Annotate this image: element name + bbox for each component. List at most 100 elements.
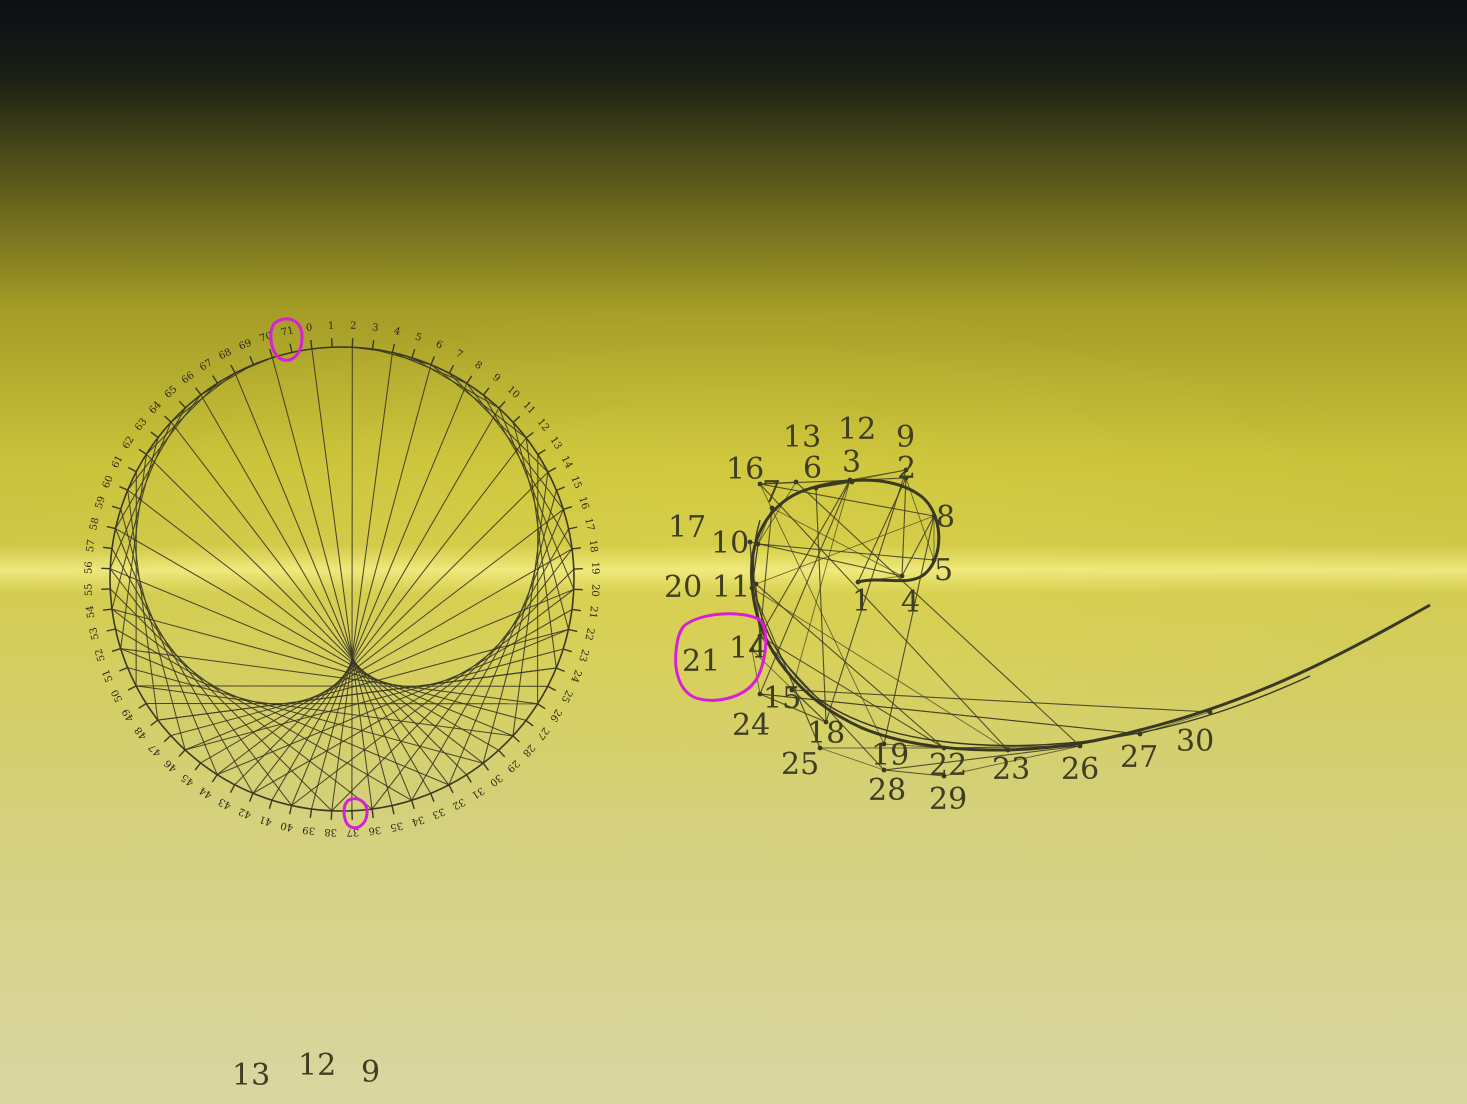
chord-line — [170, 421, 450, 786]
chord-line — [291, 383, 468, 806]
spiral-chord — [759, 693, 827, 723]
tick-mark — [229, 784, 236, 794]
spiral-chord — [759, 483, 885, 745]
tick-mark — [411, 348, 416, 359]
spiral-point — [757, 691, 763, 697]
chord-line — [120, 648, 450, 786]
spiral-chord — [943, 745, 1081, 749]
tick-label: 23 — [576, 648, 590, 663]
chord-line — [127, 489, 484, 764]
tick-mark — [571, 608, 581, 612]
tick-mark — [268, 799, 273, 810]
tick-mark — [212, 375, 219, 384]
chord-line — [252, 437, 527, 794]
tick-mark — [537, 449, 546, 456]
spiral-chord — [759, 483, 1009, 751]
spiral-label-20: 20 — [664, 570, 702, 605]
spiral-chord — [757, 481, 797, 545]
spiral-chord — [755, 583, 945, 749]
spiral-chord — [757, 543, 935, 561]
tick-mark — [571, 547, 582, 550]
chord-line — [525, 437, 557, 669]
tick-label: 40 — [280, 819, 295, 833]
tick-mark — [111, 647, 121, 652]
tick-label: 8 — [472, 359, 483, 372]
spiral-chord — [819, 747, 885, 771]
tick-mark — [525, 431, 534, 439]
chord-line — [146, 453, 467, 776]
spiral-point — [899, 573, 905, 579]
tick-mark — [465, 774, 472, 783]
tick-label: 57 — [85, 539, 98, 553]
tick-label: 60 — [101, 474, 116, 490]
spiral-envelope-strand — [752, 519, 1311, 747]
tick-mark — [371, 808, 374, 819]
tick-label: 20 — [589, 584, 601, 597]
tick-label: 55 — [83, 583, 95, 596]
chord-line — [120, 454, 147, 649]
chord-line — [310, 364, 432, 810]
spiral-chord — [791, 689, 1211, 713]
spiral-label-29: 29 — [929, 782, 967, 817]
chord-line — [109, 588, 333, 812]
tick-mark — [103, 546, 113, 550]
tick-mark — [563, 506, 573, 511]
tick-label: 35 — [389, 819, 404, 832]
spiral-chord — [791, 479, 851, 691]
chord-line — [120, 508, 186, 751]
spiral-chord — [883, 743, 945, 749]
chord-line — [234, 471, 549, 786]
tick-label: 5 — [414, 332, 423, 344]
spiral-chord — [857, 575, 903, 583]
tick-mark — [498, 749, 506, 758]
tick-mark — [429, 793, 435, 802]
chord-line — [184, 648, 564, 751]
tick-mark — [289, 343, 293, 353]
spiral-point — [903, 475, 909, 481]
tick-mark — [150, 431, 159, 439]
tick-label: 7 — [454, 348, 465, 361]
chord-line — [216, 508, 564, 776]
tick-label: 52 — [93, 647, 107, 662]
chord-line — [482, 490, 557, 764]
circle-bottom-mark — [342, 797, 369, 830]
tick-mark — [111, 505, 122, 510]
spiral-point — [1005, 747, 1011, 753]
tick-mark — [482, 387, 490, 396]
spiral-chord — [751, 587, 821, 749]
spiral-label-9: 9 — [896, 420, 915, 455]
tick-mark — [127, 466, 137, 473]
spiral-chord — [755, 515, 935, 585]
chord-line — [331, 568, 575, 812]
spiral-label-23: 23 — [992, 752, 1030, 787]
tick-mark — [163, 735, 172, 743]
spiral-chord — [759, 693, 1141, 735]
tick-label: 53 — [88, 626, 101, 641]
spiral-chord — [883, 769, 945, 777]
peek-label-13: 13 — [232, 1058, 270, 1093]
spiral-point — [941, 745, 947, 751]
spiral-label-7: 7 — [762, 475, 781, 510]
chord-line — [234, 357, 273, 374]
spiral-label-24: 24 — [732, 708, 770, 743]
spiral-label-6: 6 — [803, 451, 822, 486]
tick-mark — [410, 800, 415, 810]
chord-line — [252, 609, 573, 794]
spiral-point — [881, 767, 887, 773]
tick-label: 37 — [346, 826, 359, 838]
chord-line — [411, 528, 569, 801]
tick-mark — [568, 628, 578, 633]
tick-mark — [150, 719, 159, 727]
spiral-envelope-figure — [747, 467, 1431, 779]
spiral-chord — [749, 541, 753, 589]
tick-mark — [448, 364, 455, 374]
tick-mark — [556, 486, 565, 492]
spiral-label-8: 8 — [936, 500, 955, 535]
chord-line — [291, 588, 575, 806]
spiral-label-5: 5 — [934, 553, 953, 588]
tick-mark — [371, 340, 375, 350]
tick-label: 68 — [217, 347, 233, 363]
tick-mark — [102, 608, 113, 611]
spiral-label-12: 12 — [838, 412, 876, 447]
